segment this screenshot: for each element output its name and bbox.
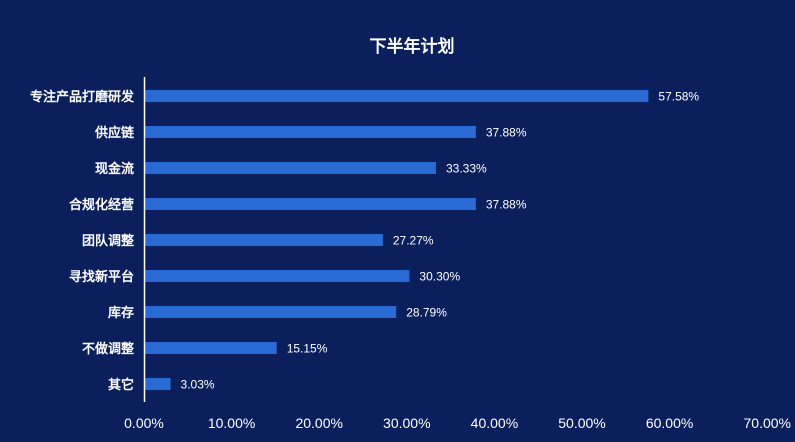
bar: [145, 126, 476, 138]
bar: [145, 90, 649, 102]
x-tick-label: 20.00%: [295, 415, 342, 431]
x-tick-label: 40.00%: [471, 415, 518, 431]
bar: [145, 198, 476, 210]
category-label: 团队调整: [82, 233, 135, 249]
bar: [145, 378, 171, 390]
x-tick-label: 70.00%: [744, 415, 791, 431]
value-label: 33.33%: [446, 162, 487, 176]
value-label: 30.30%: [419, 270, 460, 284]
x-tick-label: 60.00%: [646, 415, 693, 431]
value-label: 57.58%: [658, 90, 699, 104]
bars-layer: [145, 90, 649, 390]
bar: [145, 306, 397, 318]
value-label: 37.88%: [486, 126, 527, 140]
category-label: 不做调整: [82, 341, 135, 357]
value-label: 28.79%: [406, 306, 447, 320]
category-label: 现金流: [95, 161, 134, 177]
bar: [145, 234, 383, 246]
bar: [145, 270, 410, 282]
value-labels: 57.58% 37.88% 33.33% 37.88% 27.27% 30.30% 28.7…: [181, 90, 700, 392]
category-label: 库存: [108, 305, 134, 321]
bar: [145, 342, 277, 354]
x-tick-label: 50.00%: [558, 415, 605, 431]
bar: [145, 162, 436, 174]
value-label: 3.03%: [181, 378, 215, 392]
value-label: 15.15%: [287, 342, 328, 356]
x-tick-label: 30.00%: [383, 415, 430, 431]
x-tick-labels: 0.00% 10.00% 20.00% 30.00% 40.00% 50.00% 60.00…: [124, 415, 791, 431]
value-label: 27.27%: [393, 234, 434, 248]
category-label: 寻找新平台: [69, 269, 134, 285]
value-label: 37.88%: [486, 198, 527, 212]
x-tick-label: 0.00%: [124, 415, 164, 431]
category-label: 供应链: [94, 125, 135, 141]
category-label: 合规化经营: [69, 197, 134, 213]
category-label: 专注产品打磨研发: [30, 89, 135, 105]
x-tick-label: 10.00%: [208, 415, 255, 431]
chart-title: 下半年计划: [370, 36, 455, 57]
category-label: 其它: [108, 377, 134, 393]
